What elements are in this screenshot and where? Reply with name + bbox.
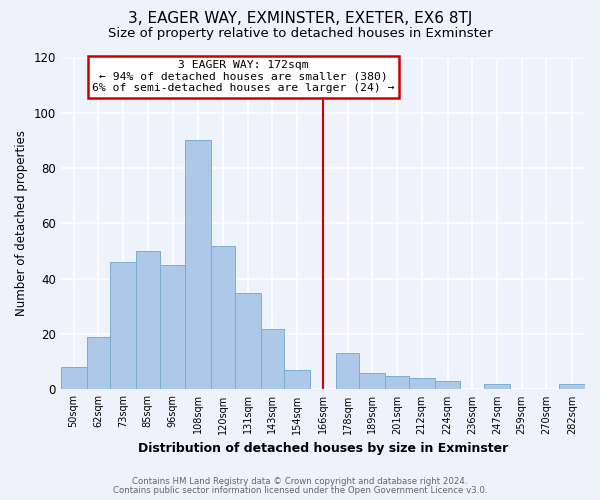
Bar bbox=[86, 337, 110, 390]
Bar bbox=[61, 368, 86, 390]
Bar bbox=[284, 370, 310, 390]
Bar bbox=[385, 376, 409, 390]
Bar bbox=[336, 354, 359, 390]
Text: 3, EAGER WAY, EXMINSTER, EXETER, EX6 8TJ: 3, EAGER WAY, EXMINSTER, EXETER, EX6 8TJ bbox=[128, 11, 472, 26]
Bar bbox=[559, 384, 585, 390]
Bar bbox=[211, 246, 235, 390]
Bar bbox=[260, 328, 284, 390]
Bar bbox=[110, 262, 136, 390]
Bar bbox=[235, 292, 260, 390]
Bar bbox=[185, 140, 211, 390]
Bar bbox=[434, 381, 460, 390]
Text: 3 EAGER WAY: 172sqm
← 94% of detached houses are smaller (380)
6% of semi-detach: 3 EAGER WAY: 172sqm ← 94% of detached ho… bbox=[92, 60, 395, 94]
Text: Contains HM Land Registry data © Crown copyright and database right 2024.: Contains HM Land Registry data © Crown c… bbox=[132, 477, 468, 486]
Text: Size of property relative to detached houses in Exminster: Size of property relative to detached ho… bbox=[107, 28, 493, 40]
X-axis label: Distribution of detached houses by size in Exminster: Distribution of detached houses by size … bbox=[138, 442, 508, 455]
Text: Contains public sector information licensed under the Open Government Licence v3: Contains public sector information licen… bbox=[113, 486, 487, 495]
Bar bbox=[409, 378, 434, 390]
Y-axis label: Number of detached properties: Number of detached properties bbox=[15, 130, 28, 316]
Bar bbox=[484, 384, 510, 390]
Bar bbox=[160, 265, 185, 390]
Bar bbox=[359, 373, 385, 390]
Bar bbox=[136, 251, 160, 390]
